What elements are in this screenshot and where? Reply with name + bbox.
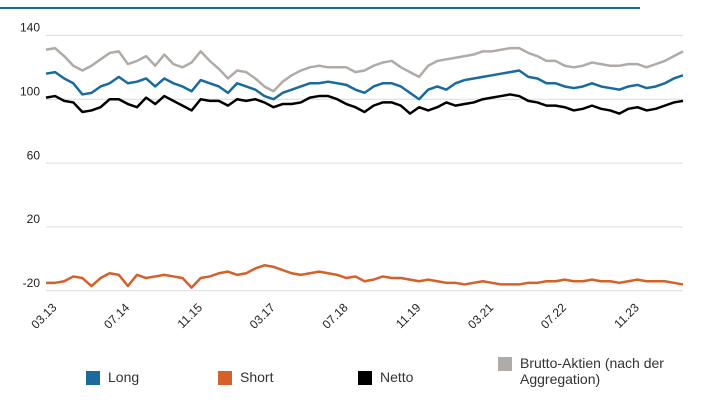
legend-swatch	[358, 371, 372, 385]
legend-item: Brutto-Aktien (nach der Aggregation)	[498, 355, 708, 387]
legend: Long Short Netto Brutto-Aktien (nach der Ag…	[0, 355, 711, 403]
legend-label: Brutto-Aktien (nach der Aggregation)	[520, 355, 664, 387]
y-tick-label: 100	[20, 84, 40, 98]
x-tick-label: 07.14	[101, 300, 132, 331]
x-tick-label: 11.23	[611, 300, 642, 331]
legend-item: Long	[86, 369, 139, 385]
x-tick-label: 03.21	[465, 300, 496, 331]
y-tick-label: 20	[27, 212, 41, 226]
x-tick-label: 03.17	[247, 300, 278, 331]
legend-swatch	[86, 371, 100, 385]
series-line	[45, 93, 684, 115]
y-tick-label: 140	[20, 21, 40, 35]
series-line	[46, 264, 684, 289]
y-tick-label: -20	[23, 276, 41, 290]
chart: -20 20 60 100 140 03.13 07.14 11.15 03.17 07.18 11…	[0, 7, 684, 332]
x-tick-label: 03.13	[28, 300, 59, 331]
x-tick-label: 11.15	[175, 300, 206, 331]
legend-swatch	[498, 357, 512, 371]
series-line	[45, 46, 684, 93]
legend-item: Netto	[358, 369, 413, 385]
legend-item: Short	[218, 369, 273, 385]
legend-label: Long	[108, 369, 140, 385]
x-tick-label: 07.18	[320, 300, 351, 331]
legend-label: Netto	[380, 369, 414, 385]
x-tick-label: 11.19	[393, 300, 424, 331]
legend-label: Short	[240, 369, 274, 385]
series-line	[45, 69, 684, 101]
x-tick-label: 07.22	[538, 300, 569, 331]
y-tick-label: 60	[27, 148, 41, 162]
legend-swatch	[218, 371, 232, 385]
